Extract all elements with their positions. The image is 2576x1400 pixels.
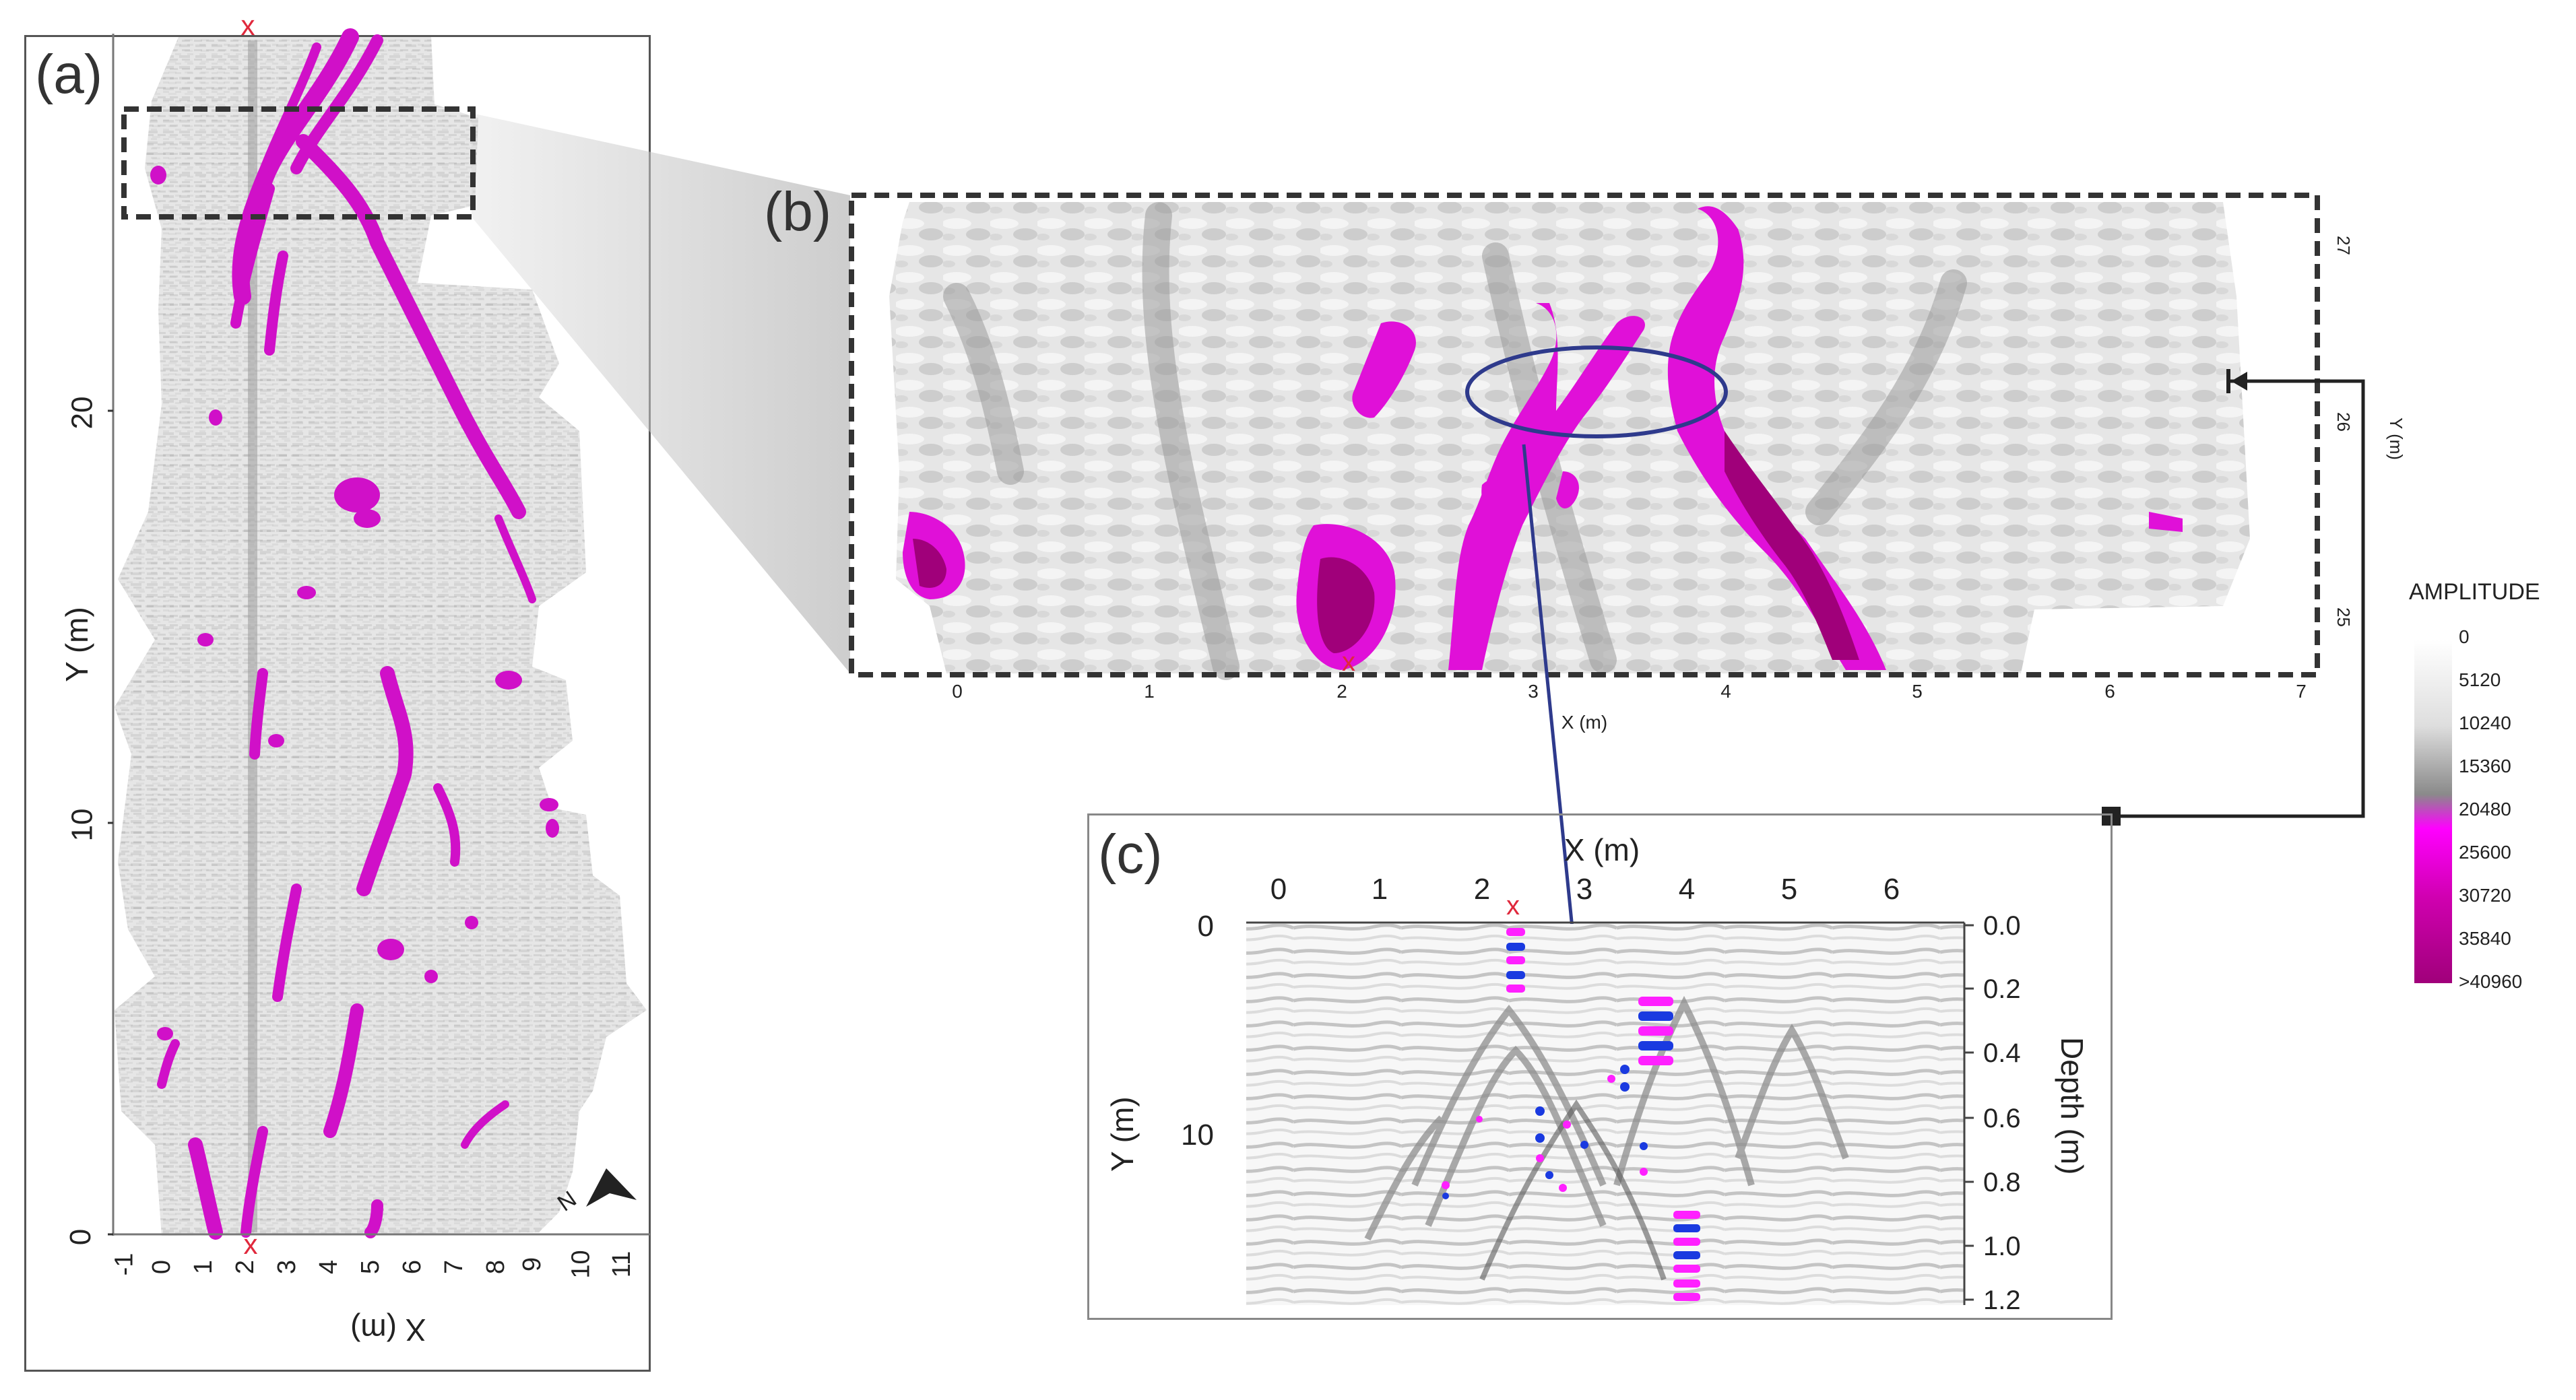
panel-b-label: (b) (764, 181, 832, 242)
panel-a-zoom-box (121, 106, 476, 220)
colorbar-labels: 0 5120 10240 15360 20480 25600 30720 358… (2459, 626, 2523, 992)
panel-b-y-tick-26: 26 (2333, 412, 2354, 432)
svg-text:0.2: 0.2 (1983, 974, 2021, 1004)
svg-text:1: 1 (1372, 873, 1388, 906)
panel-c-y-ticks: 0 10 (1181, 910, 1214, 1152)
svg-text:6: 6 (1883, 873, 1900, 906)
colorbar-title: AMPLITUDE (2409, 579, 2540, 605)
panel-c-y-label: Y (m) (1105, 1096, 1140, 1172)
panel-c-depth-label: Depth (m) (2055, 1037, 2090, 1174)
svg-text:0: 0 (1198, 910, 1214, 943)
svg-text:1.0: 1.0 (1983, 1232, 2021, 1261)
panel-c-frame (1087, 813, 2113, 1320)
colorbar (2414, 640, 2452, 983)
svg-text:3: 3 (1576, 873, 1592, 906)
svg-text:5: 5 (1912, 681, 1923, 702)
svg-text:0.6: 0.6 (1983, 1104, 2021, 1133)
panel-b-x-ticks: 0 1 2 3 4 5 6 7 (952, 681, 2307, 702)
svg-text:7: 7 (2296, 681, 2307, 702)
panel-a-frame (24, 35, 651, 1372)
svg-text:2: 2 (1337, 681, 1347, 702)
svg-text:5: 5 (1781, 873, 1797, 906)
panel-b-frame (849, 193, 2320, 677)
panel-b-y-label: Y (m) (2386, 418, 2406, 460)
panel-b-x-label: X (m) (1561, 712, 1607, 733)
svg-text:4: 4 (1720, 681, 1731, 702)
svg-text:3: 3 (1528, 681, 1539, 702)
panel-b-y-tick-27: 27 (2333, 236, 2354, 255)
panel-a-marker-bottom: x (244, 1228, 258, 1260)
svg-text:1: 1 (1144, 681, 1155, 702)
panel-c-x-label: X (m) (1564, 832, 1640, 867)
panel-c-label: (c) (1098, 824, 1163, 885)
panel-c-depth-ticks: 0.0 0.2 0.4 0.6 0.8 1.0 1.2 (1983, 911, 2021, 1315)
svg-text:0: 0 (952, 681, 963, 702)
panel-a-marker-top: x (241, 9, 255, 41)
panel-b-ellipse (1465, 345, 1728, 438)
svg-text:4: 4 (1679, 873, 1695, 906)
panel-c-marker: x (1506, 891, 1520, 921)
panel-b-marker: x (1342, 647, 1355, 677)
svg-text:2: 2 (1474, 873, 1490, 906)
svg-text:6: 6 (2104, 681, 2115, 702)
svg-text:0.8: 0.8 (1983, 1168, 2021, 1197)
panel-c-x-ticks: 0 1 2 3 4 5 6 (1270, 873, 1900, 906)
svg-text:0: 0 (1270, 873, 1287, 906)
svg-text:1.2: 1.2 (1983, 1286, 2021, 1315)
svg-text:0.0: 0.0 (1983, 911, 2021, 941)
svg-text:10: 10 (1181, 1119, 1214, 1152)
panel-a-label: (a) (35, 44, 103, 105)
svg-text:0.4: 0.4 (1983, 1038, 2021, 1068)
panel-b-y-tick-25: 25 (2333, 607, 2354, 627)
